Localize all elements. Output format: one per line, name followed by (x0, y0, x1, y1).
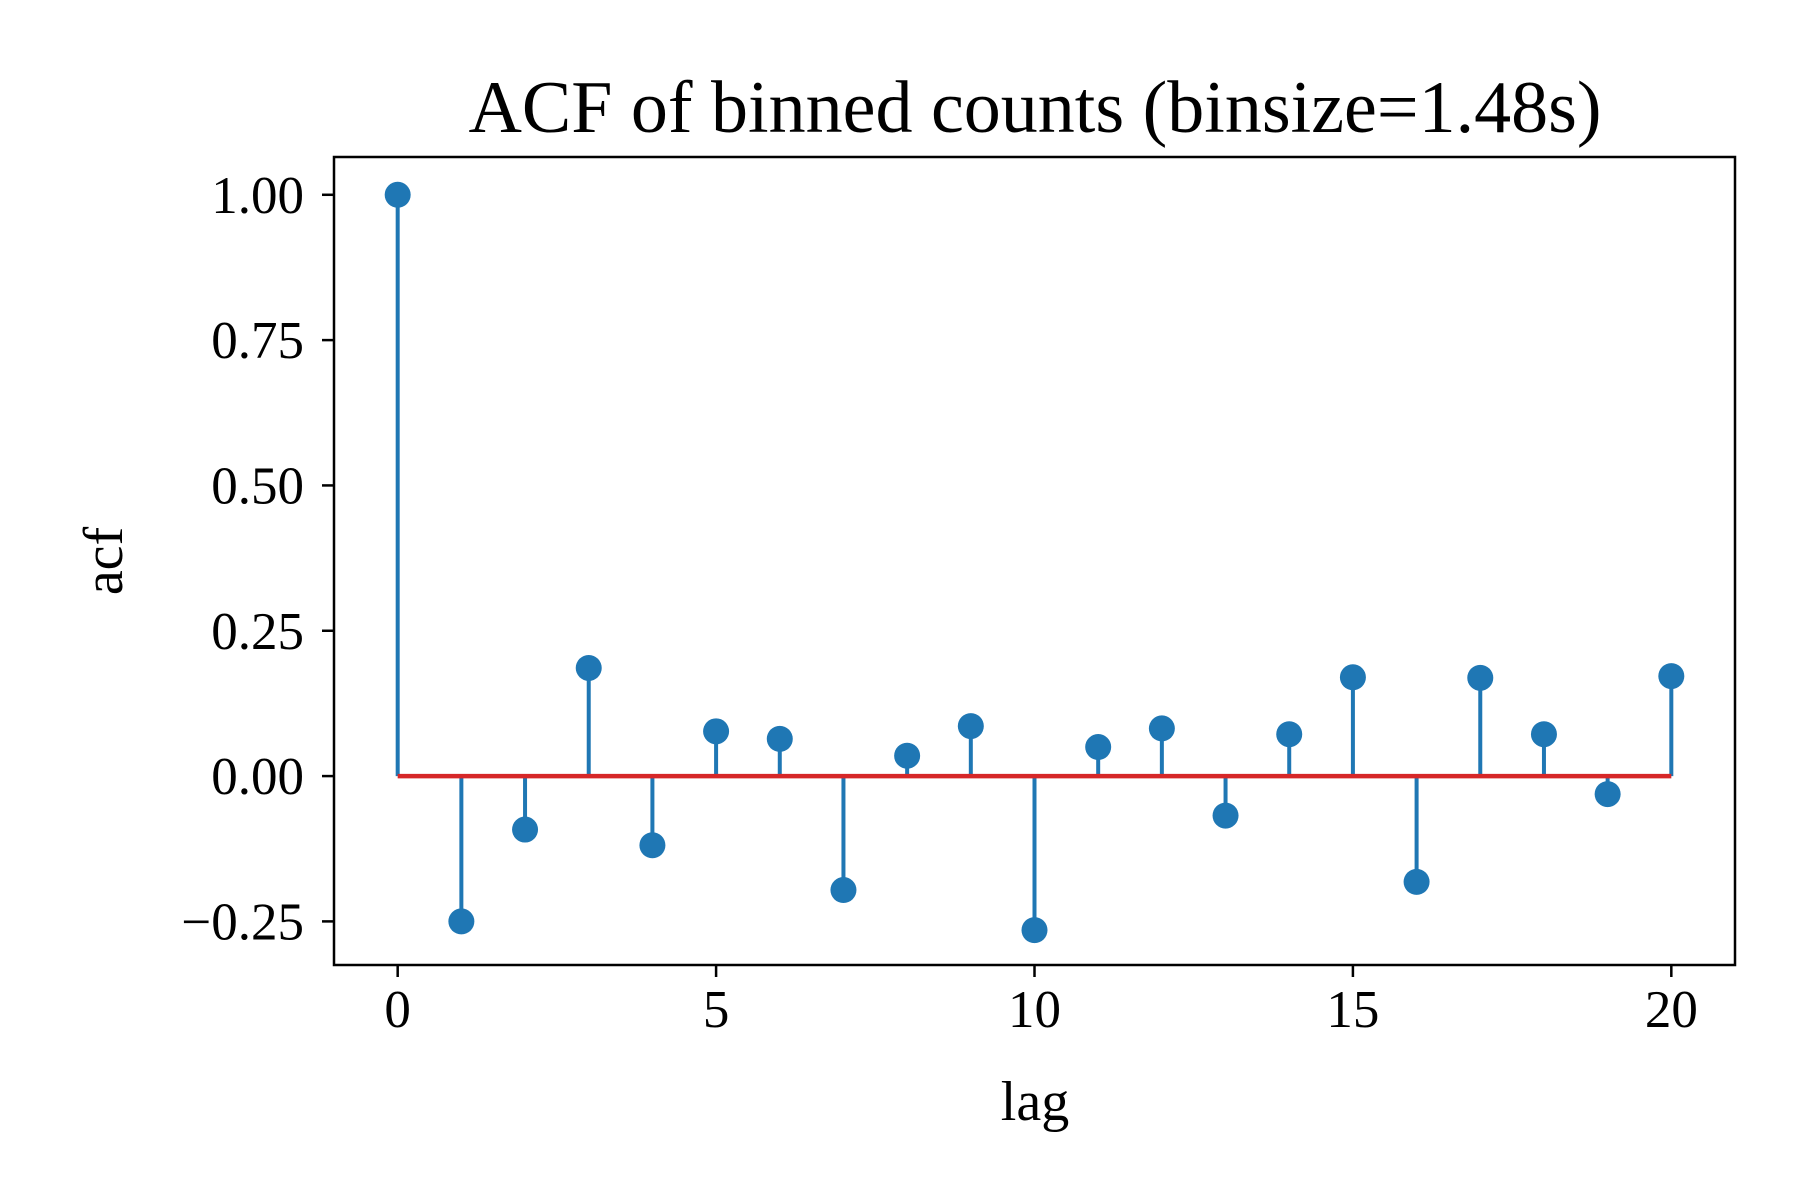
chart-title: ACF of binned counts (binsize=1.48s) (468, 67, 1601, 149)
x-tick-label: 0 (384, 981, 411, 1039)
stem-marker (1276, 721, 1303, 748)
y-tick-label: 0.75 (211, 312, 304, 370)
stem-marker (1212, 802, 1239, 829)
stem-marker (512, 816, 539, 843)
stem-marker (1530, 721, 1557, 748)
x-axis-label: lag (1001, 1071, 1069, 1133)
y-tick-label: −0.25 (181, 893, 304, 951)
stem-marker (1403, 868, 1430, 895)
stem-marker (957, 713, 984, 740)
y-axis-label: acf (73, 526, 135, 595)
y-tick-label: 0.25 (211, 603, 304, 661)
stem-marker (1148, 715, 1175, 742)
stem-marker (1339, 664, 1366, 691)
stem-marker (830, 877, 857, 904)
y-tick-label: 1.00 (211, 167, 304, 225)
x-tick-label: 5 (703, 981, 730, 1039)
y-axis: −0.25 0.00 0.25 0.50 0.75 1.00 (181, 167, 334, 951)
x-axis: 0 5 10 15 20 (384, 965, 1698, 1039)
stem-marker (1594, 781, 1621, 808)
x-tick-label: 10 (1008, 981, 1061, 1039)
stem-marker (1021, 917, 1048, 944)
stem-marker (1658, 663, 1685, 690)
stem-marker (448, 908, 475, 935)
stem-marker (766, 725, 793, 752)
x-tick-label: 15 (1326, 981, 1379, 1039)
y-tick-label: 0.00 (211, 748, 304, 806)
stem-marker (1085, 734, 1112, 761)
x-tick-label: 20 (1645, 981, 1698, 1039)
plot-area (384, 181, 1685, 944)
stem-marker (703, 718, 730, 745)
stem-marker (575, 654, 602, 681)
y-tick-label: 0.50 (211, 457, 304, 515)
stem-marker (1467, 664, 1494, 691)
stem-marker (384, 181, 411, 208)
stem-marker (639, 832, 666, 859)
stem-marker (894, 742, 921, 769)
